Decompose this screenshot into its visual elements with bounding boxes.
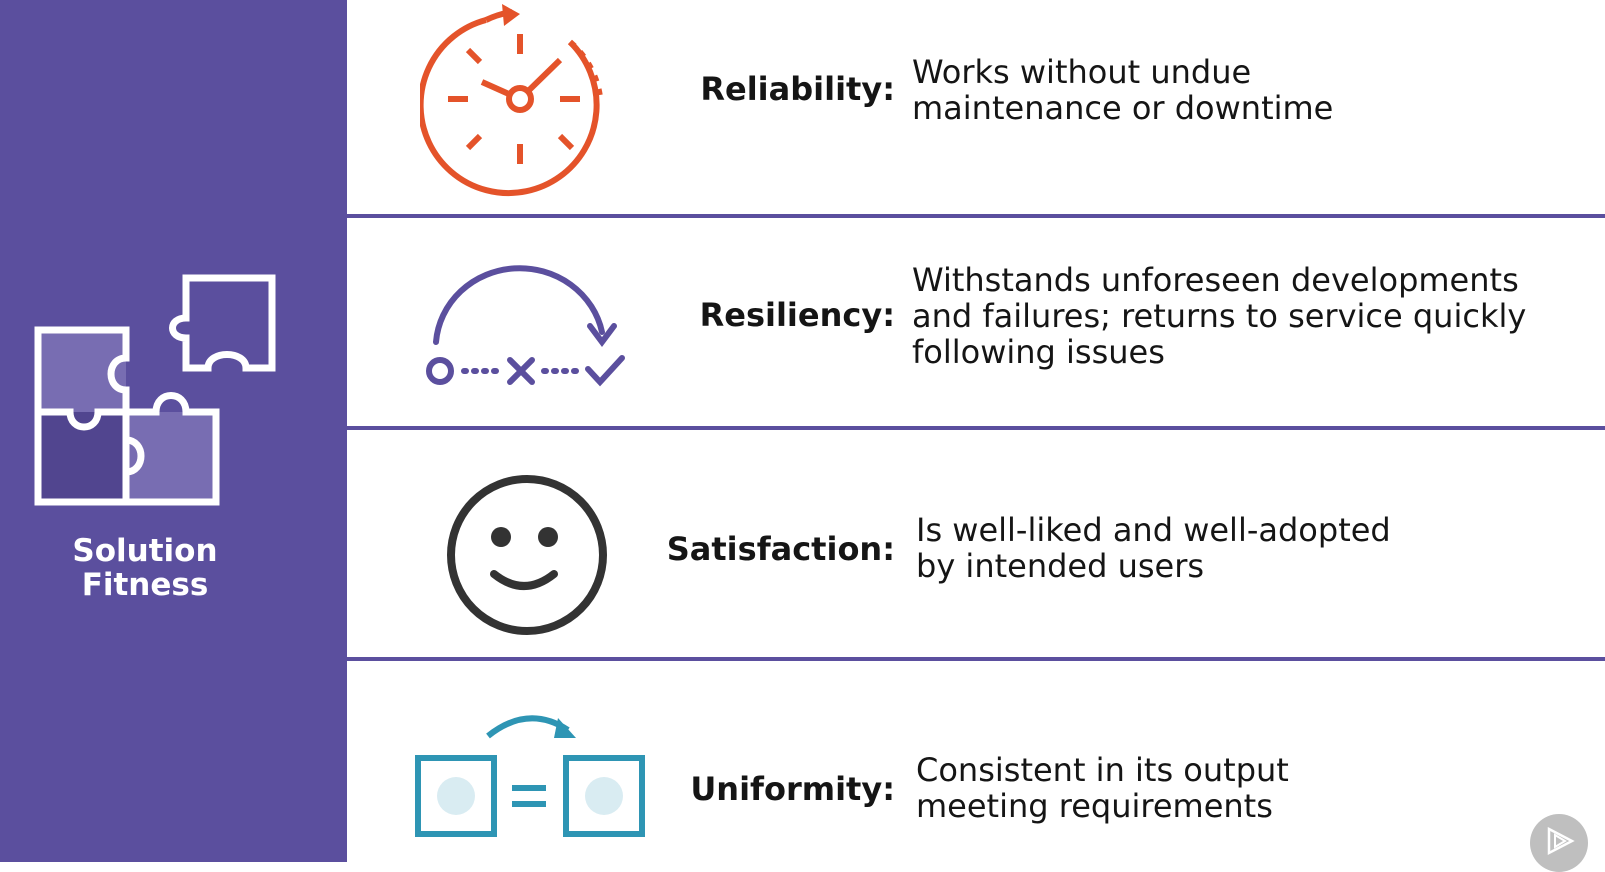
description-line: Is well-liked and well-adopted — [916, 511, 1391, 549]
term-resiliency: Resiliency: — [699, 296, 895, 334]
term-satisfaction: Satisfaction: — [666, 530, 895, 568]
term-reliability: Reliability: — [700, 70, 895, 108]
sidebar-panel: Solution Fitness — [0, 0, 347, 862]
description-line: Works without undue — [912, 53, 1252, 91]
row-divider — [347, 214, 1605, 218]
sidebar-title-line1: Solution — [72, 533, 218, 569]
play-icon — [1547, 826, 1575, 856]
description-line: maintenance or downtime — [912, 89, 1334, 127]
recovery-path-icon — [426, 265, 625, 387]
sidebar-title-line2: Fitness — [81, 567, 209, 603]
term-uniformity: Uniformity: — [690, 770, 895, 808]
clock-icon — [420, 4, 603, 197]
play-button[interactable] — [1530, 814, 1588, 872]
row-divider — [347, 657, 1605, 661]
description-line: by intended users — [916, 547, 1205, 585]
equal-boxes-icon — [415, 715, 645, 837]
description-line: Withstands unforeseen developments — [912, 261, 1519, 299]
row-divider — [347, 426, 1605, 430]
description-line: following issues — [912, 333, 1165, 371]
description-line: meeting requirements — [916, 787, 1273, 825]
description-line: Consistent in its output — [916, 751, 1289, 789]
puzzle-pieces-icon — [34, 274, 276, 506]
smiley-face-icon — [447, 475, 607, 635]
description-line: and failures; returns to service quickly — [912, 297, 1527, 335]
